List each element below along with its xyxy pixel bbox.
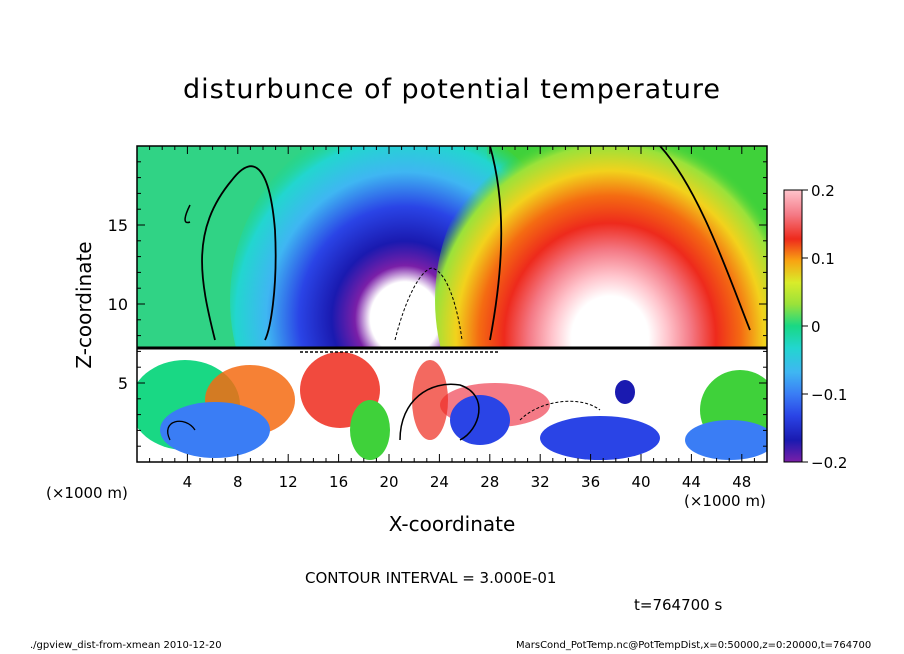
contour-6 [399, 383, 480, 441]
x-unit-left: (×1000 m) [46, 484, 128, 502]
x-axis: 4 8 12 16 20 24 28 32 36 40 44 48 [136, 146, 768, 491]
footer-left: ./gpview_dist-from-xmean 2010-12-20 [30, 640, 222, 651]
contour-interval: CONTOUR INTERVAL = 3.000E-01 [305, 569, 557, 587]
lower-blob-5 [350, 400, 390, 460]
lower-blob-7 [450, 395, 510, 445]
colorbar-axis: 0.2 0.1 0 −0.1 −0.2 [802, 182, 847, 472]
colorbar-tick-label: −0.2 [811, 454, 847, 472]
field-layer [137, 146, 767, 462]
x-tick-label: 8 [233, 473, 243, 491]
x-tick-label: 16 [329, 473, 348, 491]
y-axis-label: Z-coordinate [72, 241, 96, 369]
x-tick-label: 4 [183, 473, 193, 491]
contour-1 [201, 165, 277, 341]
y-tick-label: 10 [108, 295, 128, 314]
y-tick-label: 5 [118, 374, 128, 393]
colorbar-tick-label: 0.1 [811, 250, 835, 268]
contour-4 [184, 204, 191, 224]
colorbar-tick-label: 0.2 [811, 182, 835, 200]
lower-blob-11 [685, 420, 767, 460]
lower-blob-3 [160, 402, 270, 458]
colorbar-tick-label: 0 [811, 318, 821, 336]
x-tick-label: 20 [379, 473, 398, 491]
x-tick-label: 28 [480, 473, 499, 491]
footer-right: MarsCond_PotTemp.nc@PotTempDist,x=0:5000… [516, 640, 872, 651]
y-tick-label: 15 [108, 216, 128, 235]
x-tick-label: 40 [631, 473, 650, 491]
lower-blob-9 [615, 380, 635, 404]
lower-blob-12 [412, 360, 448, 440]
y-axis: 5 10 15 [108, 145, 767, 463]
x-tick-label: 12 [279, 473, 298, 491]
x-tick-label: 32 [531, 473, 550, 491]
x-axis-label: X-coordinate [388, 512, 516, 536]
chart-title: disturbunce of potential temperature [183, 74, 721, 105]
contour-7 [167, 420, 196, 441]
colorbar-tick-label: −0.1 [811, 386, 847, 404]
lower-blob-8 [540, 416, 660, 460]
colorbar [783, 189, 803, 463]
x-tick-label: 36 [581, 473, 600, 491]
x-tick-label: 44 [682, 473, 701, 491]
x-tick-label: 24 [430, 473, 449, 491]
contour-2 [489, 146, 503, 341]
time-label: t=764700 s [634, 596, 723, 614]
x-unit-right: (×1000 m) [684, 492, 766, 510]
contour-3 [659, 146, 751, 331]
x-tick-label: 48 [732, 473, 751, 491]
contour-5 [394, 267, 463, 341]
